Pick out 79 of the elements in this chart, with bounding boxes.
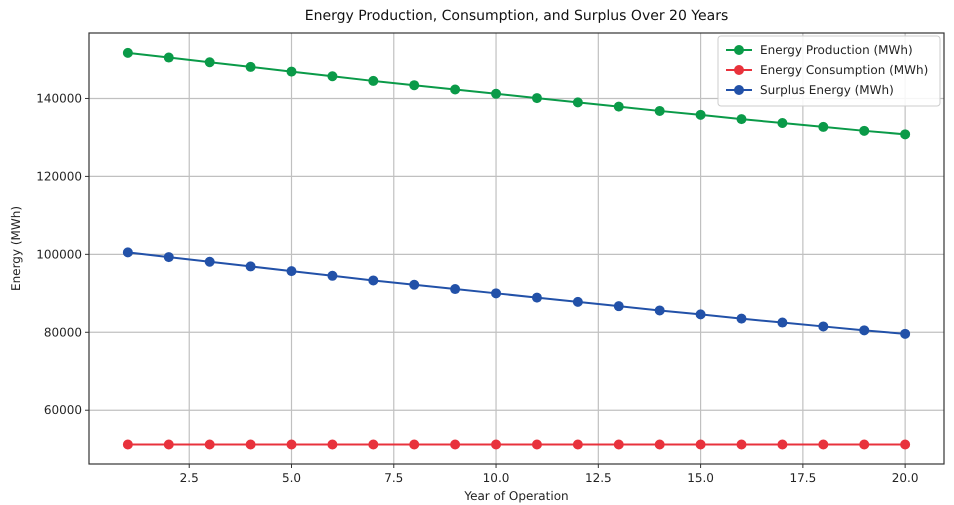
point	[368, 76, 378, 86]
point	[122, 247, 133, 258]
point	[164, 52, 174, 63]
point	[818, 440, 828, 450]
y-tick-label: 140000	[36, 91, 82, 106]
chart-title: Energy Production, Consumption, and Surplus Over 20 Years	[304, 8, 728, 24]
point	[859, 325, 870, 336]
legend-label: Energy Consumption (MWh)	[760, 63, 928, 77]
point	[286, 66, 296, 77]
point	[614, 440, 624, 450]
point	[696, 309, 706, 320]
point	[491, 440, 502, 450]
point	[859, 126, 870, 136]
legend-label: Surplus Energy (MWh)	[760, 83, 894, 97]
point	[368, 440, 378, 450]
point	[164, 440, 174, 450]
point	[818, 122, 828, 132]
point	[900, 440, 910, 450]
point	[286, 440, 296, 450]
point	[286, 266, 296, 276]
point	[900, 328, 910, 339]
point	[777, 118, 788, 128]
point	[491, 288, 502, 298]
point	[409, 440, 420, 450]
point	[532, 292, 542, 303]
point	[246, 261, 256, 272]
point	[696, 440, 706, 450]
point	[818, 321, 828, 332]
point	[532, 440, 542, 450]
point	[532, 93, 542, 104]
point	[122, 440, 133, 450]
legend-label: Energy Production (MWh)	[760, 43, 913, 57]
x-tick-label: 12.5	[584, 471, 612, 485]
x-tick-label: 10.0	[482, 471, 510, 485]
point	[409, 280, 420, 290]
point	[654, 440, 665, 450]
point	[204, 440, 215, 450]
y-tick-label: 60000	[44, 403, 82, 418]
x-tick-label: 20.0	[892, 471, 918, 485]
point	[572, 296, 583, 307]
point	[204, 256, 215, 267]
x-tick-label: 5.0	[282, 471, 302, 485]
x-tick-label: 15.0	[687, 471, 714, 485]
point	[654, 305, 665, 316]
point	[777, 318, 788, 328]
point	[122, 48, 133, 58]
point	[450, 284, 460, 294]
x-axis-title: Year of Operation	[463, 489, 569, 503]
point	[327, 71, 338, 82]
point	[327, 440, 338, 450]
point	[859, 440, 870, 450]
point	[491, 88, 502, 99]
point	[900, 129, 910, 140]
y-tick-label: 80000	[44, 325, 82, 340]
point	[450, 440, 460, 450]
point	[246, 440, 256, 450]
point	[777, 440, 788, 450]
point	[246, 62, 256, 72]
point	[327, 270, 338, 281]
x-tick-label: 7.5	[384, 471, 404, 485]
point	[736, 114, 746, 124]
point	[614, 102, 624, 112]
point	[736, 314, 746, 324]
y-axis-title: Energy (MWh)	[9, 206, 23, 292]
point	[164, 252, 174, 262]
point	[572, 440, 583, 450]
point	[696, 110, 706, 120]
point	[409, 80, 420, 90]
point	[654, 106, 665, 116]
y-tick-label: 100000	[36, 247, 82, 262]
point	[614, 301, 624, 312]
point	[450, 84, 460, 95]
y-tick-label: 120000	[36, 169, 82, 184]
point	[368, 275, 378, 286]
x-tick-label: 17.5	[790, 471, 816, 485]
point	[204, 57, 215, 68]
point	[736, 440, 746, 450]
point	[572, 97, 583, 108]
x-tick-label: 2.5	[180, 471, 199, 485]
